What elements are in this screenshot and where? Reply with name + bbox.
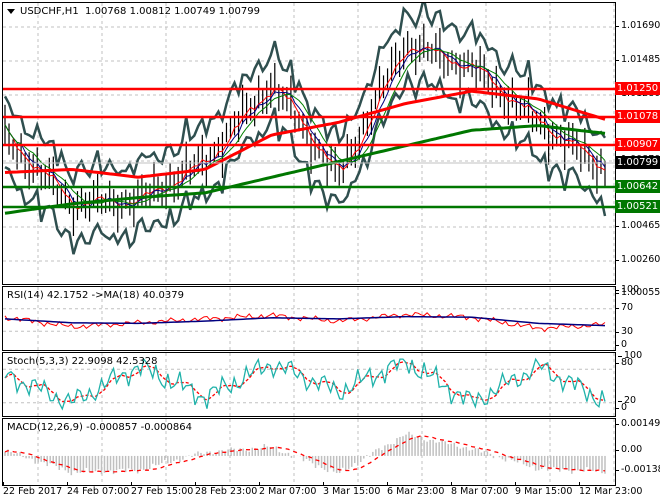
price-level-badge: 1.00799 bbox=[615, 156, 660, 169]
stochastic-label: Stoch(5,3,3) 22.9098 42.5328 bbox=[7, 356, 158, 367]
rsi-panel[interactable]: RSI(14) 42.1752 ->MA(18) 40.0379 bbox=[2, 286, 616, 351]
rsi-tick: 30 bbox=[614, 326, 634, 337]
price-level-badge: 1.00642 bbox=[615, 180, 660, 193]
time-tick: 2 Mar 07:00 bbox=[259, 482, 317, 497]
stoch-tick: 0 bbox=[614, 402, 628, 413]
time-axis[interactable]: 22 Feb 2017 24 Feb 07:00 27 Feb 15:00 28 Fe… bbox=[0, 482, 660, 500]
stoch-tick: 20 bbox=[617, 395, 637, 406]
price-tick: 1.01485 bbox=[614, 54, 660, 65]
symbol-header: USDCHF,H1 1.00768 1.00812 1.00749 1.0079… bbox=[7, 6, 260, 17]
price-plot bbox=[3, 3, 615, 284]
rsi-tick: 100 bbox=[614, 284, 640, 295]
time-tick: 24 Feb 07:00 bbox=[67, 482, 130, 497]
macd-plot bbox=[4, 419, 615, 485]
stochastic-panel[interactable]: Stoch(5,3,3) 22.9098 42.5328 bbox=[2, 352, 616, 417]
macd-tick: -0.001387 bbox=[615, 464, 660, 475]
ohlc-values: 1.00768 1.00812 1.00749 1.00799 bbox=[85, 6, 260, 17]
price-tick: 1.00260 bbox=[614, 254, 660, 265]
price-level-badge: 1.01078 bbox=[615, 110, 660, 123]
time-tick: 9 Mar 15:00 bbox=[515, 482, 573, 497]
rsi-axis: 100 70 30 0 bbox=[614, 284, 660, 350]
macd-tick: 0.00 bbox=[614, 444, 643, 455]
time-tick: 28 Feb 23:00 bbox=[195, 482, 258, 497]
time-tick: 22 Feb 2017 bbox=[3, 482, 63, 497]
macd-axis: 0.00149 0.00 -0.001387 bbox=[614, 418, 660, 486]
price-tick: 1.00465 bbox=[614, 220, 660, 231]
symbol-label: USDCHF,H1 bbox=[20, 6, 79, 17]
price-level-badge: 1.00521 bbox=[615, 200, 660, 213]
rsi-label: RSI(14) 42.1752 ->MA(18) 40.0379 bbox=[7, 290, 184, 301]
main-price-chart[interactable]: USDCHF,H1 1.00768 1.00812 1.00749 1.0079… bbox=[2, 2, 616, 285]
time-tick: 12 Mar 23:00 bbox=[579, 482, 643, 497]
macd-label: MACD(12,26,9) -0.000857 -0.000864 bbox=[7, 422, 192, 433]
dropdown-arrow-icon[interactable] bbox=[7, 8, 15, 14]
macd-tick: 0.00149 bbox=[614, 418, 660, 429]
price-tick: 1.01690 bbox=[614, 20, 660, 31]
stochastic-axis: 100 80 20 0 bbox=[614, 350, 660, 416]
price-level-badge: 1.01250 bbox=[615, 82, 660, 95]
time-tick: 27 Feb 15:00 bbox=[131, 482, 194, 497]
time-tick: 8 Mar 07:00 bbox=[451, 482, 509, 497]
price-tick: 1.00055 bbox=[614, 287, 660, 298]
rsi-tick: 70 bbox=[614, 302, 634, 313]
stoch-tick: 80 bbox=[614, 357, 634, 368]
stochastic-plot bbox=[3, 353, 615, 416]
rsi-tick: 0 bbox=[614, 339, 628, 350]
rsi-plot bbox=[3, 287, 615, 350]
time-tick: 6 Mar 23:00 bbox=[387, 482, 445, 497]
price-level-badge: 1.00907 bbox=[615, 138, 660, 151]
time-tick: 3 Mar 15:00 bbox=[323, 482, 381, 497]
stoch-tick: 100 bbox=[617, 350, 643, 361]
macd-panel[interactable]: MACD(12,26,9) -0.000857 -0.000864 bbox=[2, 418, 616, 486]
